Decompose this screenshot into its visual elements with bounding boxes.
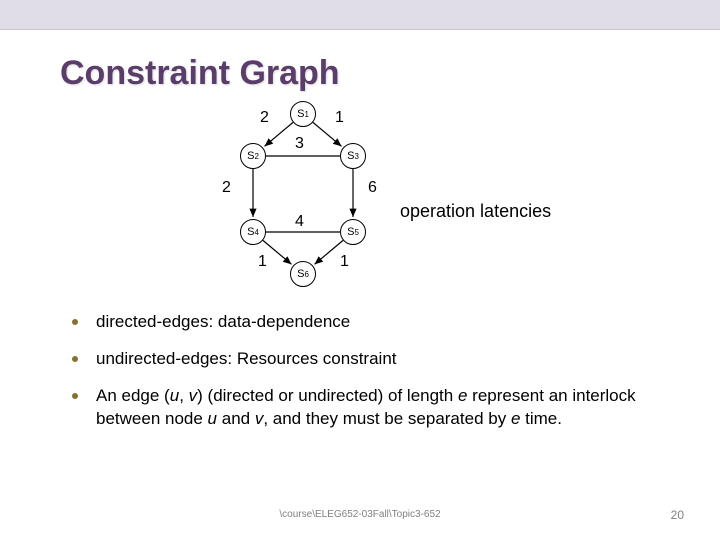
bullet-dot-icon bbox=[72, 393, 78, 399]
operation-latencies-label: operation latencies bbox=[400, 201, 551, 222]
graph-node: S6 bbox=[290, 261, 316, 287]
bullet-text: undirected-edges: Resources constraint bbox=[96, 348, 397, 371]
edge-weight-label: 1 bbox=[335, 109, 344, 127]
slide-title: Constraint Graph bbox=[60, 54, 660, 93]
footer-path: \course\ELEG652-03Fall\Topic3-652 bbox=[279, 509, 440, 520]
edge-weight-label: 3 bbox=[295, 135, 304, 153]
edge-weight-label: 2 bbox=[260, 109, 269, 127]
bullet-text: An edge (u, v) (directed or undirected) … bbox=[96, 385, 660, 431]
graph-node: S2 bbox=[240, 143, 266, 169]
bullet-item: undirected-edges: Resources constraint bbox=[72, 348, 660, 371]
slide-content: Constraint Graph S1 S2 S3 S4 S5 S6 2 1 3 2 6 4 1 1 o… bbox=[0, 30, 720, 431]
edge-weight-label: 6 bbox=[368, 179, 377, 197]
graph-node: S1 bbox=[290, 101, 316, 127]
edge-weight-label: 2 bbox=[222, 179, 231, 197]
slide-header-bar bbox=[0, 0, 720, 30]
edge-weight-label: 1 bbox=[340, 253, 349, 271]
bullet-item: An edge (u, v) (directed or undirected) … bbox=[72, 385, 660, 431]
bullet-text: directed-edges: data-dependence bbox=[96, 311, 350, 334]
bullet-list: directed-edges: data-dependence undirecte… bbox=[60, 311, 660, 431]
edge-weight-label: 1 bbox=[258, 253, 267, 271]
edge-weight-label: 4 bbox=[295, 213, 304, 231]
graph-node: S3 bbox=[340, 143, 366, 169]
constraint-graph: S1 S2 S3 S4 S5 S6 2 1 3 2 6 4 1 1 operation latencie… bbox=[60, 101, 660, 301]
graph-edges-svg bbox=[60, 101, 660, 301]
graph-node: S4 bbox=[240, 219, 266, 245]
slide-number: 20 bbox=[671, 508, 684, 522]
bullet-dot-icon bbox=[72, 356, 78, 362]
bullet-item: directed-edges: data-dependence bbox=[72, 311, 660, 334]
bullet-dot-icon bbox=[72, 319, 78, 325]
graph-node: S5 bbox=[340, 219, 366, 245]
